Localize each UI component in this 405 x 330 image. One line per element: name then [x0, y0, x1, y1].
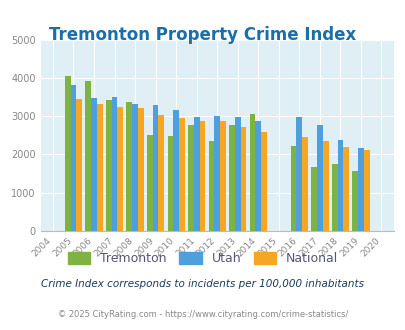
Bar — [85, 81, 91, 231]
Bar — [167, 136, 173, 231]
Bar — [220, 121, 225, 231]
Bar — [214, 116, 220, 231]
Bar — [322, 141, 328, 231]
Bar — [234, 117, 240, 231]
Bar — [179, 118, 184, 231]
Bar — [97, 104, 102, 231]
Bar — [111, 97, 117, 231]
Bar — [357, 148, 363, 231]
Bar — [138, 108, 143, 231]
Bar — [76, 99, 82, 231]
Bar — [199, 121, 205, 231]
Bar — [132, 104, 138, 231]
Bar — [228, 125, 234, 231]
Bar — [117, 107, 123, 231]
Bar — [147, 135, 152, 231]
Bar — [331, 164, 337, 231]
Bar — [337, 140, 343, 231]
Bar — [240, 127, 246, 231]
Legend: Tremonton, Utah, National: Tremonton, Utah, National — [62, 247, 343, 270]
Bar — [126, 102, 132, 231]
Bar — [352, 171, 357, 231]
Bar — [296, 116, 301, 231]
Bar — [363, 150, 369, 231]
Bar — [208, 141, 214, 231]
Bar — [255, 121, 260, 231]
Text: Crime Index corresponds to incidents per 100,000 inhabitants: Crime Index corresponds to incidents per… — [41, 279, 364, 289]
Bar — [249, 114, 255, 231]
Bar — [290, 146, 296, 231]
Text: Tremonton Property Crime Index: Tremonton Property Crime Index — [49, 26, 356, 45]
Bar — [301, 137, 307, 231]
Text: © 2025 CityRating.com - https://www.cityrating.com/crime-statistics/: © 2025 CityRating.com - https://www.city… — [58, 310, 347, 319]
Bar — [70, 85, 76, 231]
Bar — [152, 106, 158, 231]
Bar — [260, 132, 266, 231]
Bar — [65, 76, 70, 231]
Bar — [311, 167, 316, 231]
Bar — [106, 100, 111, 231]
Bar — [173, 110, 179, 231]
Bar — [188, 125, 193, 231]
Bar — [91, 98, 97, 231]
Bar — [343, 147, 348, 231]
Bar — [193, 117, 199, 231]
Bar — [316, 125, 322, 231]
Bar — [158, 115, 164, 231]
